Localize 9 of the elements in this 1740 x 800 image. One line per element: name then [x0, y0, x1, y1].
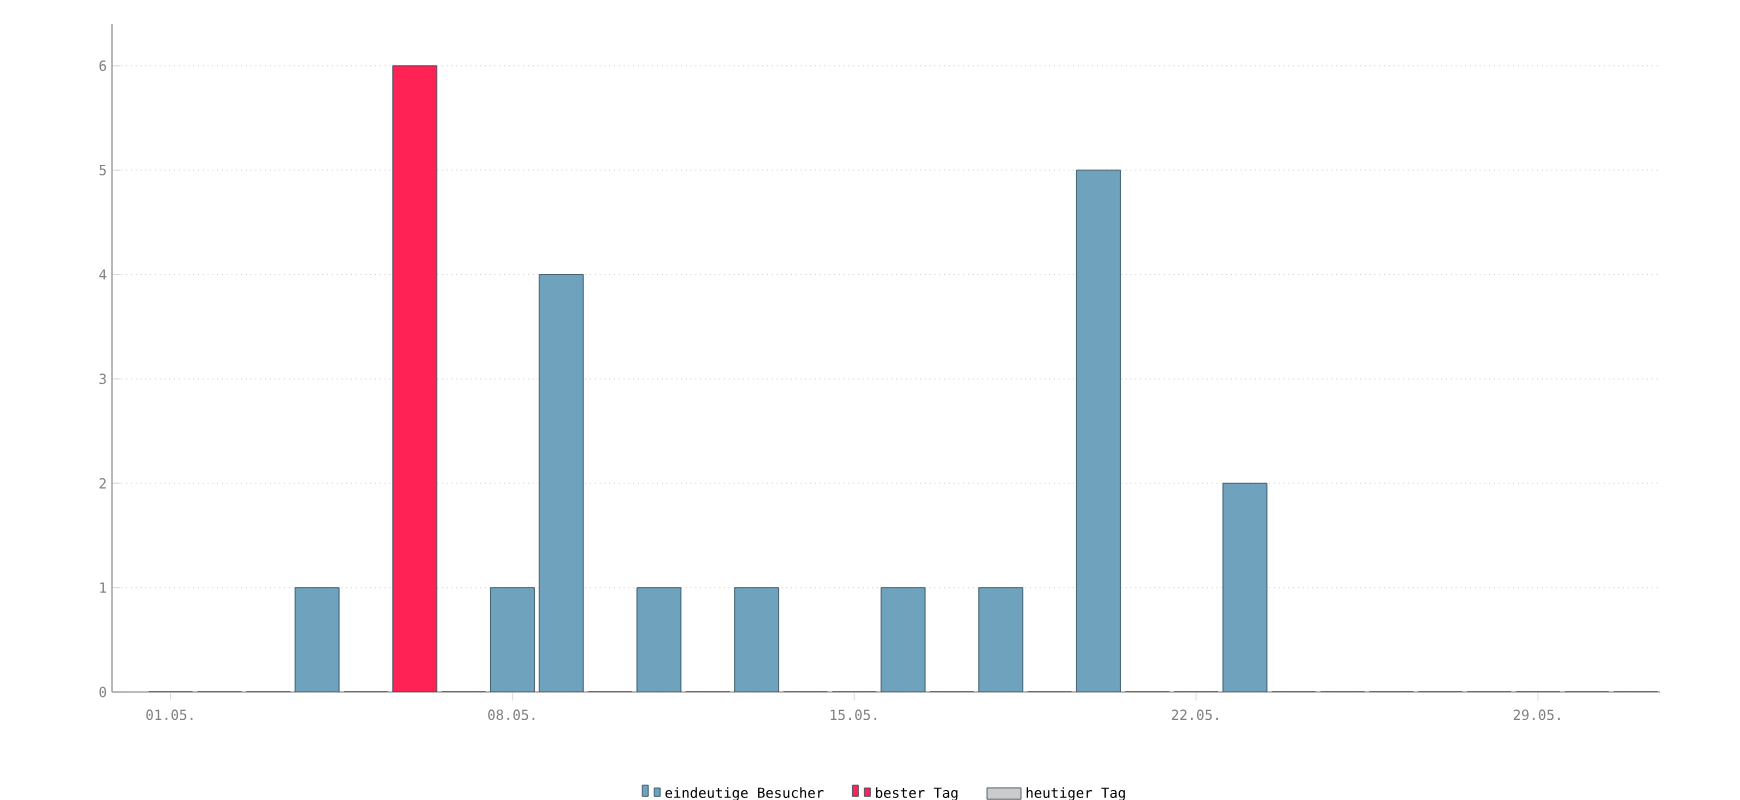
bar	[490, 587, 535, 692]
bar	[734, 587, 780, 692]
bar	[978, 587, 1024, 692]
bar	[294, 587, 340, 692]
bar	[538, 274, 584, 692]
bar	[1076, 169, 1121, 692]
bar	[636, 587, 682, 692]
bar	[1222, 482, 1268, 692]
bar	[880, 587, 926, 692]
